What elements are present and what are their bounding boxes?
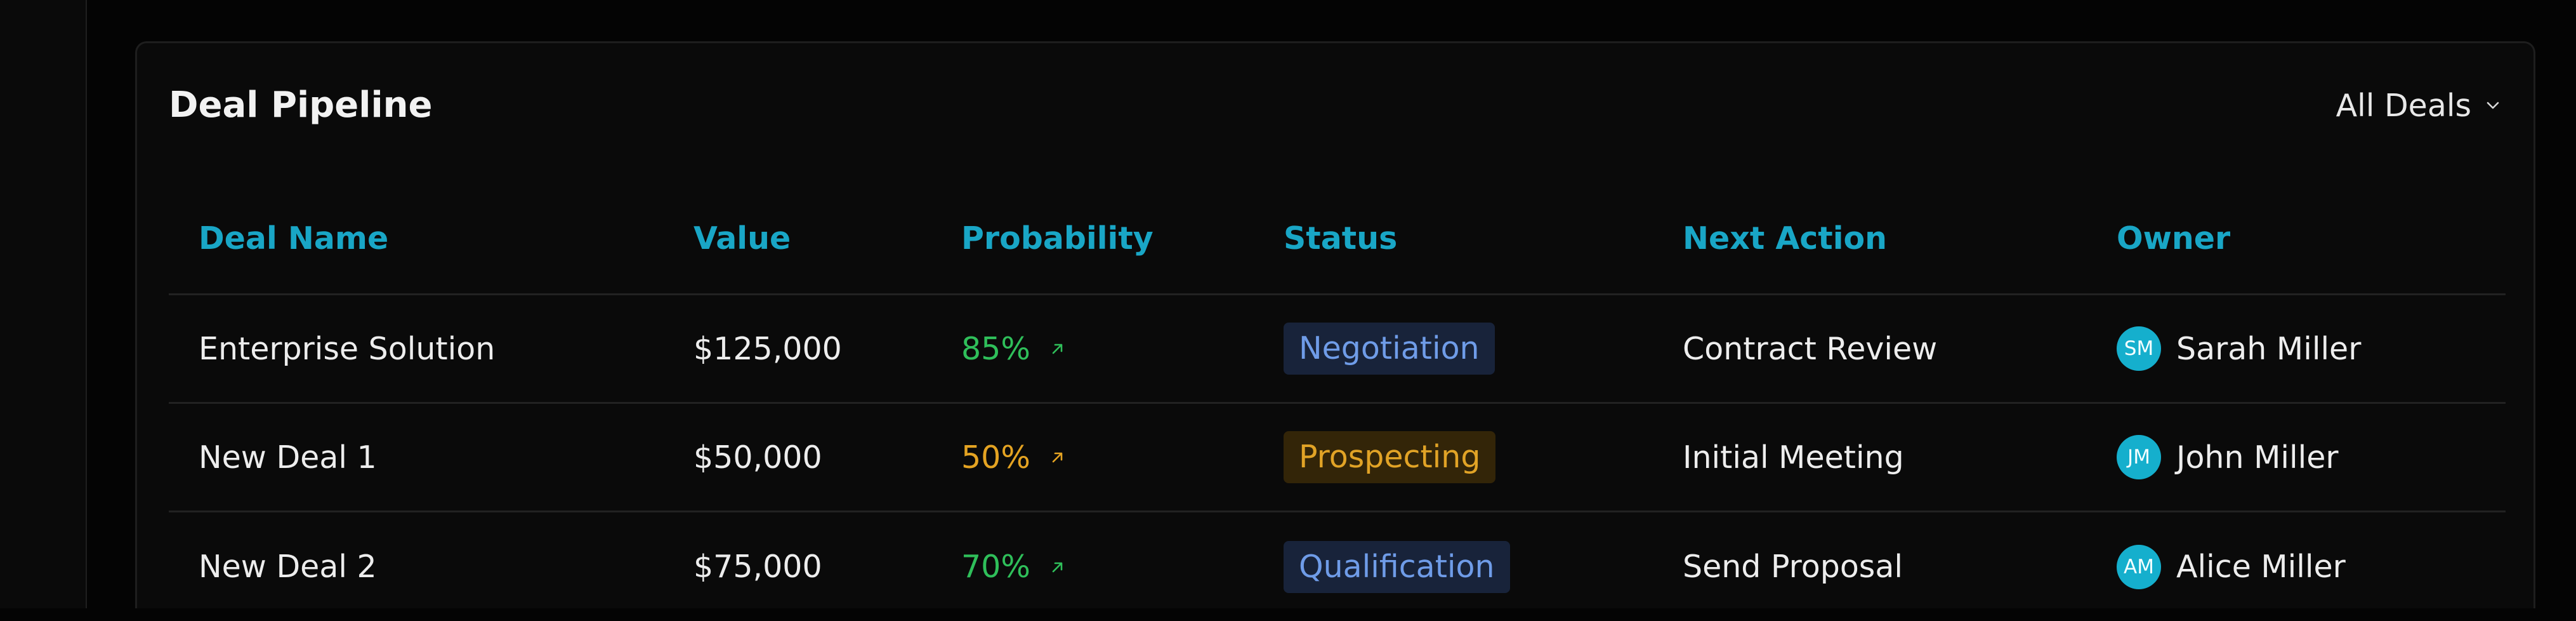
arrow-up-right-icon: [1052, 344, 1063, 354]
table-row[interactable]: Enterprise Solution $125,000 85% Negotia…: [169, 295, 2506, 404]
deal-filter-dropdown[interactable]: All Deals: [2336, 80, 2502, 131]
deal-next-action: Contract Review: [1683, 330, 1938, 367]
deal-owner: AM Alice Miller: [2117, 512, 2346, 621]
avatar: JM: [2117, 435, 2161, 479]
deal-status: Prospecting: [1284, 404, 1496, 511]
table-header: Deal Name Value Probability Status Next …: [169, 183, 2506, 295]
probability-value: 85%: [961, 330, 1030, 367]
owner-name: Alice Miller: [2176, 549, 2346, 585]
probability-value: 50%: [961, 439, 1030, 476]
column-header-value[interactable]: Value: [693, 220, 791, 257]
deal-filter-label: All Deals: [2336, 87, 2471, 124]
column-header-owner[interactable]: Owner: [2117, 220, 2231, 257]
deal-table: Deal Name Value Probability Status Next …: [169, 183, 2506, 621]
deal-value: $125,000: [693, 330, 842, 367]
deal-next-action: Initial Meeting: [1683, 439, 1904, 476]
chevron-down-icon: [2487, 102, 2499, 109]
deal-probability: 85%: [961, 295, 1066, 402]
status-badge: Qualification: [1284, 540, 1510, 593]
deal-next-action: Send Proposal: [1683, 549, 1903, 585]
deal-status: Qualification: [1284, 512, 1510, 621]
column-header-deal-name[interactable]: Deal Name: [199, 220, 389, 257]
deal-owner: SM Sarah Miller: [2117, 295, 2361, 402]
sidebar: [0, 0, 87, 608]
owner-name: John Miller: [2176, 439, 2339, 476]
deal-value: $75,000: [693, 549, 822, 585]
deal-probability: 50%: [961, 404, 1066, 511]
column-header-next-action[interactable]: Next Action: [1683, 220, 1888, 257]
column-header-status[interactable]: Status: [1284, 220, 1398, 257]
status-badge: Negotiation: [1284, 323, 1495, 375]
deal-name: New Deal 2: [199, 549, 377, 585]
card-title: Deal Pipeline: [169, 84, 433, 126]
owner-name: Sarah Miller: [2176, 330, 2362, 367]
deal-owner: JM John Miller: [2117, 404, 2339, 511]
avatar: SM: [2117, 326, 2161, 371]
table-row[interactable]: New Deal 1 $50,000 50% Prospecting Initi…: [169, 404, 2506, 512]
deal-name: Enterprise Solution: [199, 330, 496, 367]
status-badge: Prospecting: [1284, 431, 1496, 483]
deal-name: New Deal 1: [199, 439, 377, 476]
deal-pipeline-card: Deal Pipeline All Deals Deal Name Value …: [135, 41, 2535, 608]
probability-value: 70%: [961, 549, 1030, 585]
column-header-probability[interactable]: Probability: [961, 220, 1153, 257]
arrow-up-right-icon: [1052, 562, 1063, 572]
deal-value: $50,000: [693, 439, 822, 476]
deal-status: Negotiation: [1284, 295, 1495, 402]
table-row[interactable]: New Deal 2 $75,000 70% Qualification Sen…: [169, 512, 2506, 621]
avatar: AM: [2117, 544, 2161, 589]
arrow-up-right-icon: [1052, 452, 1063, 463]
deal-probability: 70%: [961, 512, 1066, 621]
